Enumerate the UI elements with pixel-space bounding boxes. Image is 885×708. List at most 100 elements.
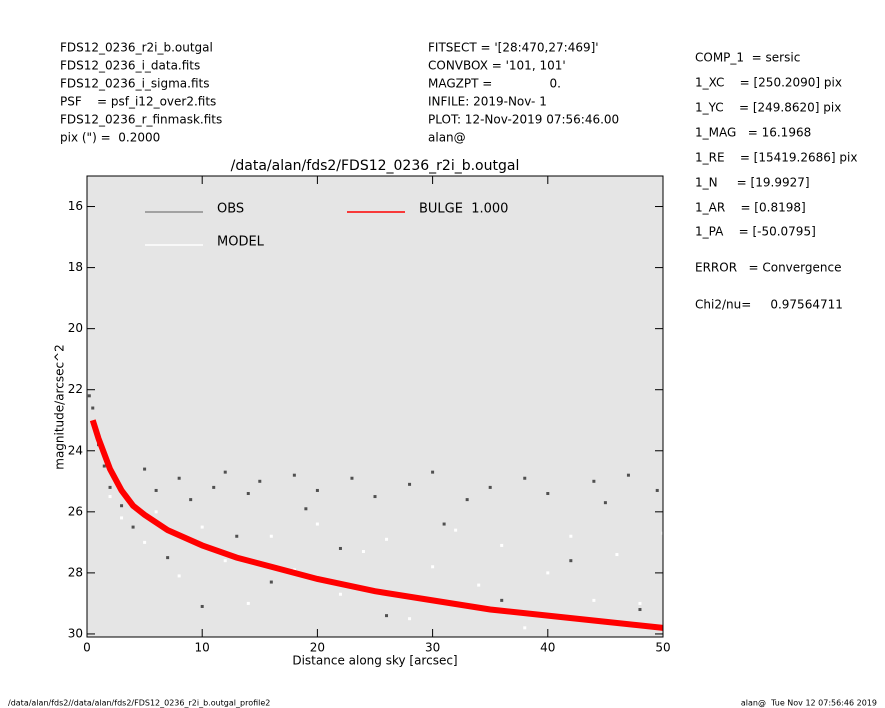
data-point <box>200 604 204 608</box>
data-point <box>546 492 550 496</box>
data-point <box>315 488 319 492</box>
fit-parameter: 1_PA = [-50.0795] <box>695 225 816 239</box>
header-setting: FITSECT = '[28:470,27:469]' <box>428 41 599 55</box>
data-point <box>638 601 642 605</box>
x-tick-label: 30 <box>425 641 440 655</box>
y-tick-label: 22 <box>68 382 83 396</box>
data-point <box>120 504 124 508</box>
data-point <box>269 534 273 538</box>
data-point <box>523 626 527 630</box>
plot-area <box>87 176 663 637</box>
data-point <box>500 598 504 602</box>
data-point <box>143 467 147 471</box>
y-tick-label: 24 <box>68 443 83 457</box>
data-point <box>655 488 659 492</box>
data-point <box>177 574 181 578</box>
data-point <box>154 510 158 514</box>
fit-parameter: Chi2/nu= 0.97564711 <box>695 298 843 312</box>
data-point <box>246 601 250 605</box>
data-point <box>189 498 193 502</box>
data-point <box>102 464 106 468</box>
data-point <box>638 608 642 612</box>
fit-parameter: 1_RE = [15419.2686] pix <box>695 151 857 165</box>
data-point <box>212 485 216 489</box>
y-tick-label: 18 <box>68 260 83 274</box>
header-file: FDS12_0236_r2i_b.outgal <box>60 41 213 55</box>
data-point <box>143 540 147 544</box>
data-point <box>603 501 607 505</box>
data-point <box>120 516 124 520</box>
data-point <box>465 498 469 502</box>
fit-parameter: 1_MAG = 16.1968 <box>695 126 811 140</box>
y-tick-label: 20 <box>68 321 83 335</box>
header-file: pix (") = 0.2000 <box>60 131 160 145</box>
data-point <box>235 534 239 538</box>
data-point <box>442 522 446 526</box>
data-point <box>431 565 435 569</box>
legend-label: BULGE 1.000 <box>419 202 508 217</box>
y-tick-label: 28 <box>68 565 83 579</box>
data-point <box>592 598 596 602</box>
footer-date: alan@ Tue Nov 12 07:56:46 2019 <box>741 699 877 708</box>
data-point <box>361 550 365 554</box>
x-tick-label: 0 <box>83 641 91 655</box>
data-point <box>292 473 296 477</box>
header-setting: alan@ <box>428 131 466 145</box>
data-point <box>338 546 342 550</box>
data-point <box>477 583 481 587</box>
data-point <box>454 528 458 532</box>
fit-parameter: 1_XC = [250.2090] pix <box>695 76 842 90</box>
fit-parameter: 1_AR = [0.8198] <box>695 201 806 215</box>
x-tick-label: 40 <box>540 641 555 655</box>
x-tick-label: 20 <box>310 641 325 655</box>
data-point <box>385 614 389 618</box>
fit-parameter: 1_N = [19.9927] <box>695 176 810 190</box>
data-point <box>500 543 504 547</box>
model-curve <box>89 419 664 631</box>
data-point <box>108 495 112 499</box>
data-point <box>615 553 619 557</box>
x-tick-label: 10 <box>195 641 210 655</box>
data-point <box>569 534 573 538</box>
fit-parameter: COMP_1 = sersic <box>695 51 800 65</box>
data-point <box>569 559 573 563</box>
data-point <box>546 571 550 575</box>
data-point <box>200 525 204 529</box>
header-setting: PLOT: 12-Nov-2019 07:56:46.00 <box>428 113 619 127</box>
data-point <box>223 470 227 474</box>
data-point <box>223 559 227 563</box>
data-point <box>592 479 596 483</box>
y-tick-label: 16 <box>68 199 83 213</box>
data-point <box>523 476 527 480</box>
header-file: FDS12_0236_r_finmask.fits <box>60 113 222 127</box>
data-point <box>408 482 412 486</box>
data-point <box>177 476 181 480</box>
footer-path: /data/alan/fds2//data/alan/fds2/FDS12_02… <box>8 699 270 708</box>
plot-frame <box>86 175 664 638</box>
data-point <box>385 537 389 541</box>
data-point <box>258 479 262 483</box>
header-setting: CONVBOX = '101, 101' <box>428 59 566 73</box>
data-point <box>269 580 273 584</box>
data-point <box>91 406 95 410</box>
data-point <box>246 492 250 496</box>
data-point <box>315 522 319 526</box>
legend-label: MODEL <box>217 235 265 250</box>
x-axis-label: Distance along sky [arcsec] <box>292 654 457 668</box>
fit-parameter: ERROR = Convergence <box>695 261 841 275</box>
data-point <box>408 617 412 621</box>
header-setting: INFILE: 2019-Nov- 1 <box>428 95 547 109</box>
data-point <box>338 592 342 596</box>
chart-title: /data/alan/fds2/FDS12_0236_r2i_b.outgal <box>231 158 520 174</box>
fit-parameter: 1_YC = [249.8620] pix <box>695 101 841 115</box>
x-tick-label: 50 <box>655 641 670 655</box>
y-tick-label: 26 <box>68 504 83 518</box>
header-file: FDS12_0236_i_data.fits <box>60 59 200 73</box>
data-point <box>131 525 135 529</box>
data-point <box>626 473 630 477</box>
header-setting: MAGZPT = 0. <box>428 77 561 91</box>
data-point <box>373 495 377 499</box>
data-point <box>87 394 91 398</box>
